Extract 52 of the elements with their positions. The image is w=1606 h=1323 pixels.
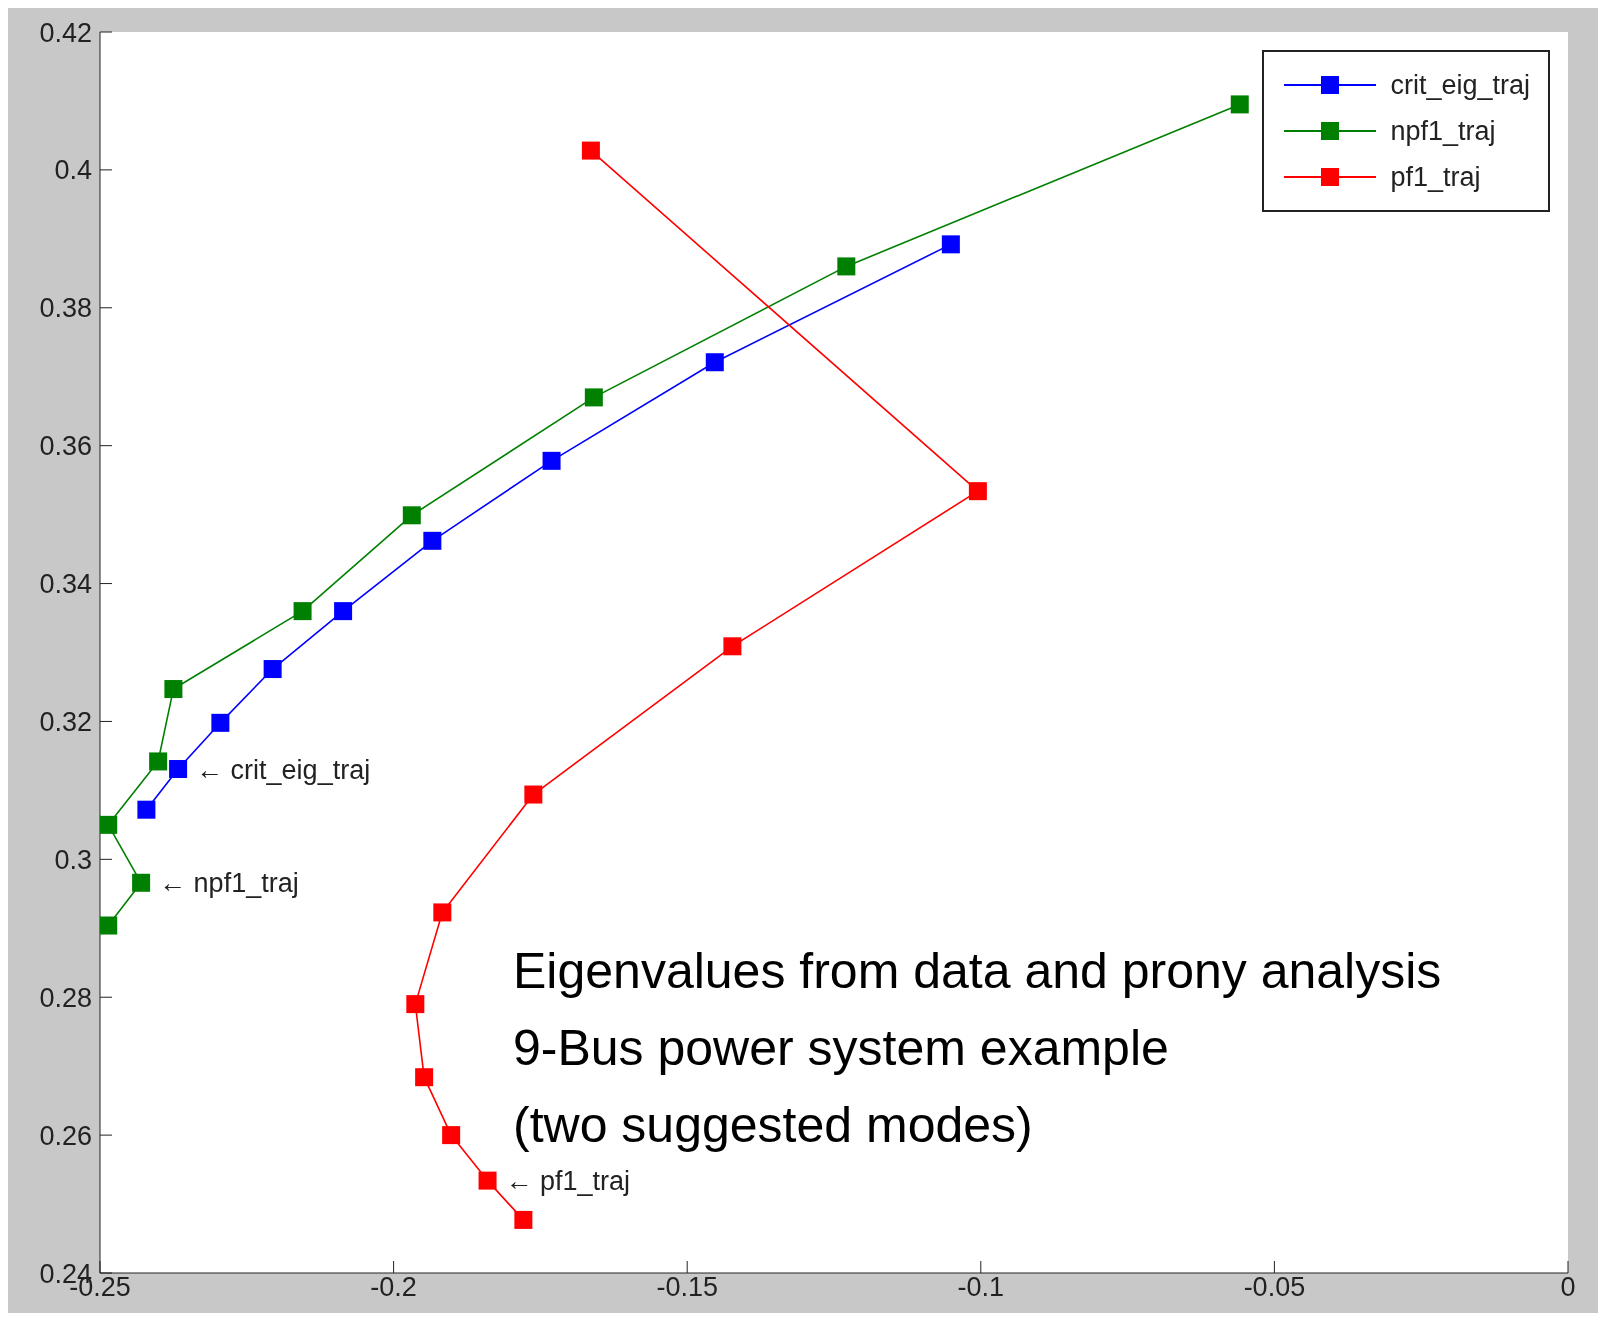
point — [433, 903, 452, 922]
point — [1230, 95, 1249, 114]
point — [837, 257, 856, 276]
point — [584, 388, 603, 407]
y-tick-label: 0.42 — [39, 17, 92, 48]
point — [334, 602, 353, 621]
point — [415, 1068, 434, 1087]
y-tick-label: 0.28 — [39, 982, 92, 1013]
point — [402, 506, 421, 525]
point — [100, 916, 118, 935]
point — [941, 235, 960, 254]
y-tick-label: 0.3 — [54, 844, 92, 875]
annotation: ← npf1_traj — [159, 868, 299, 899]
x-tick-label: -0.05 — [1243, 1272, 1306, 1303]
annotation: ← crit_eig_traj — [196, 754, 371, 785]
point — [514, 1210, 533, 1229]
point — [723, 637, 742, 656]
point — [442, 1126, 461, 1145]
annotation: 9-Bus power system example — [513, 1019, 1170, 1078]
y-tick-label: 0.38 — [39, 293, 92, 324]
y-tick-label: 0.34 — [39, 569, 92, 600]
point — [406, 995, 425, 1014]
point — [581, 141, 600, 160]
point — [423, 531, 442, 550]
point — [100, 815, 118, 834]
x-tick-label: -0.1 — [957, 1272, 1005, 1303]
point — [705, 353, 724, 372]
legend-label: pf1_traj — [1390, 161, 1481, 194]
annotation: Eigenvalues from data and prony analysis — [513, 942, 1442, 1001]
y-tick-label: 0.26 — [39, 1120, 92, 1151]
point — [149, 752, 168, 771]
y-tick-label: 0.32 — [39, 707, 92, 738]
x-tick-label: -0.15 — [656, 1272, 718, 1303]
x-tick-label: 0 — [1560, 1272, 1576, 1303]
point — [137, 800, 156, 819]
annotation: ← pf1_traj — [505, 1166, 631, 1197]
y-tick-label: 0.36 — [39, 431, 92, 462]
point — [478, 1171, 497, 1190]
point — [542, 451, 561, 470]
annotation: (two suggested modes) — [513, 1096, 1034, 1155]
point — [132, 873, 151, 892]
point — [968, 482, 987, 501]
legend-label: npf1_traj — [1390, 115, 1496, 148]
point — [263, 660, 282, 679]
point — [293, 602, 312, 621]
point — [211, 713, 230, 732]
point — [524, 785, 543, 804]
point — [169, 760, 188, 779]
point — [164, 680, 183, 699]
legend-label: crit_eig_traj — [1390, 69, 1530, 102]
x-tick-label: -0.2 — [370, 1272, 417, 1303]
y-tick-label: 0.4 — [54, 155, 92, 186]
